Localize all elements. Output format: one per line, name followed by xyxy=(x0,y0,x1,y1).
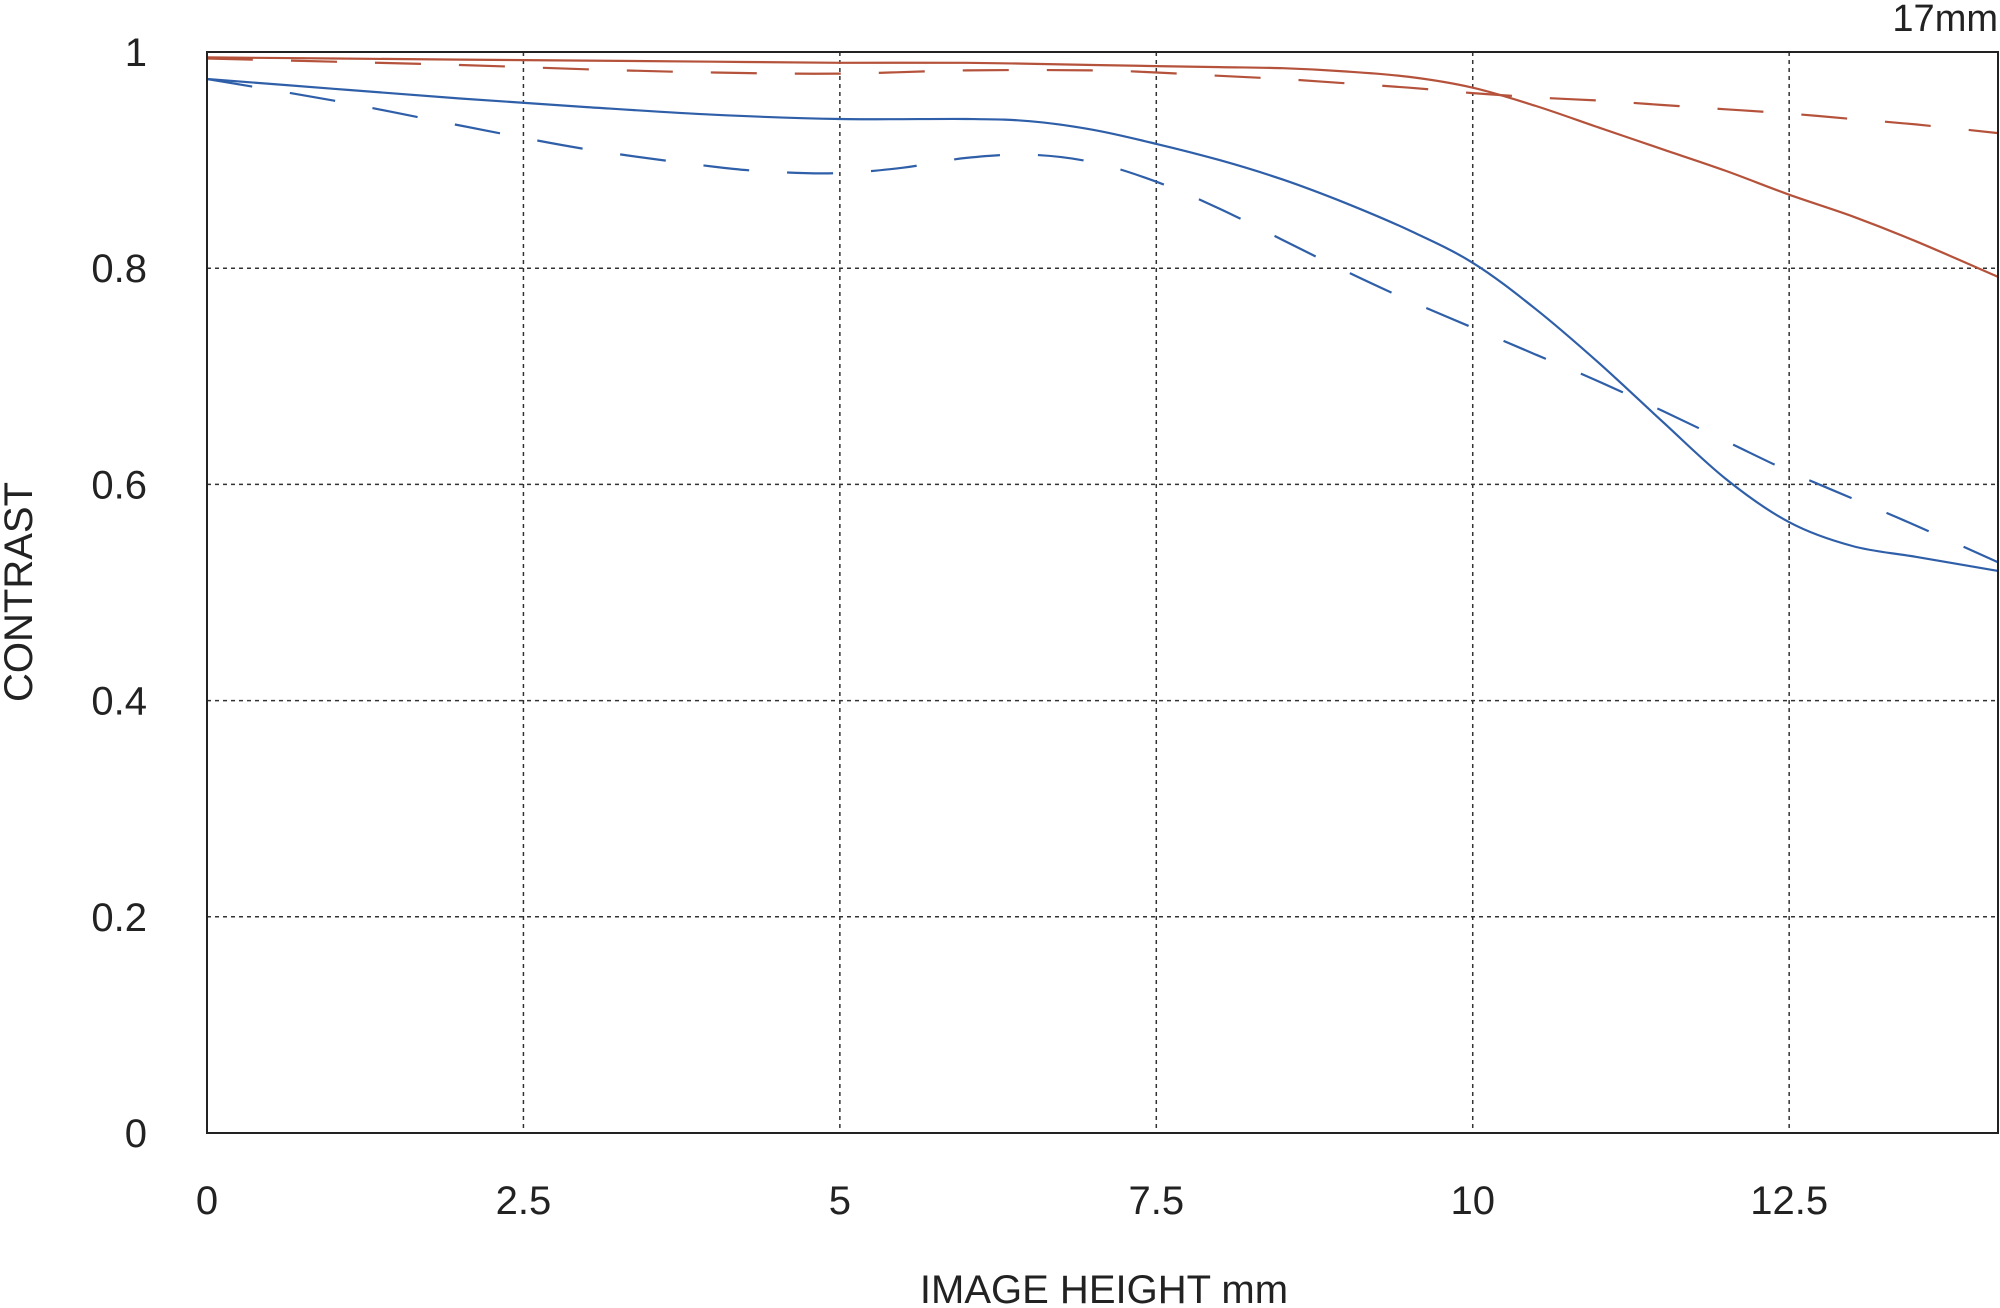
series-line-blue-solid xyxy=(206,77,1999,572)
y-tick-label: 0 xyxy=(125,1112,147,1156)
plot-frame xyxy=(206,51,1999,1134)
x-tick-label: 5 xyxy=(829,1179,851,1223)
y-axis-title: CONTRAST xyxy=(0,482,41,702)
series-line-red-dashed xyxy=(206,57,1999,135)
y-tick-labels: 0 0.2 0.4 0.6 0.8 1 xyxy=(91,31,147,1156)
y-tick-label: 1 xyxy=(125,31,147,75)
y-tick-label: 0.8 xyxy=(91,247,147,291)
y-tick-label: 0.4 xyxy=(91,680,147,724)
y-tick-label: 0.2 xyxy=(91,896,147,940)
x-tick-labels: 0 2.5 5 7.5 10 12.5 xyxy=(196,1179,1828,1223)
focal-length-label: 17mm xyxy=(1892,0,1998,40)
series-line-blue-dashed xyxy=(206,77,1999,564)
x-tick-label: 2.5 xyxy=(496,1179,552,1223)
x-tick-label: 10 xyxy=(1450,1179,1495,1223)
series-lines xyxy=(206,56,1999,572)
x-axis-title: IMAGE HEIGHT mm xyxy=(920,1268,1288,1308)
y-tick-label: 0.6 xyxy=(91,463,147,507)
grid-lines xyxy=(207,52,1998,1133)
x-tick-label: 0 xyxy=(196,1179,218,1223)
x-tick-label: 7.5 xyxy=(1128,1179,1184,1223)
series-line-red-solid xyxy=(206,56,1999,278)
x-tick-label: 12.5 xyxy=(1750,1179,1828,1223)
